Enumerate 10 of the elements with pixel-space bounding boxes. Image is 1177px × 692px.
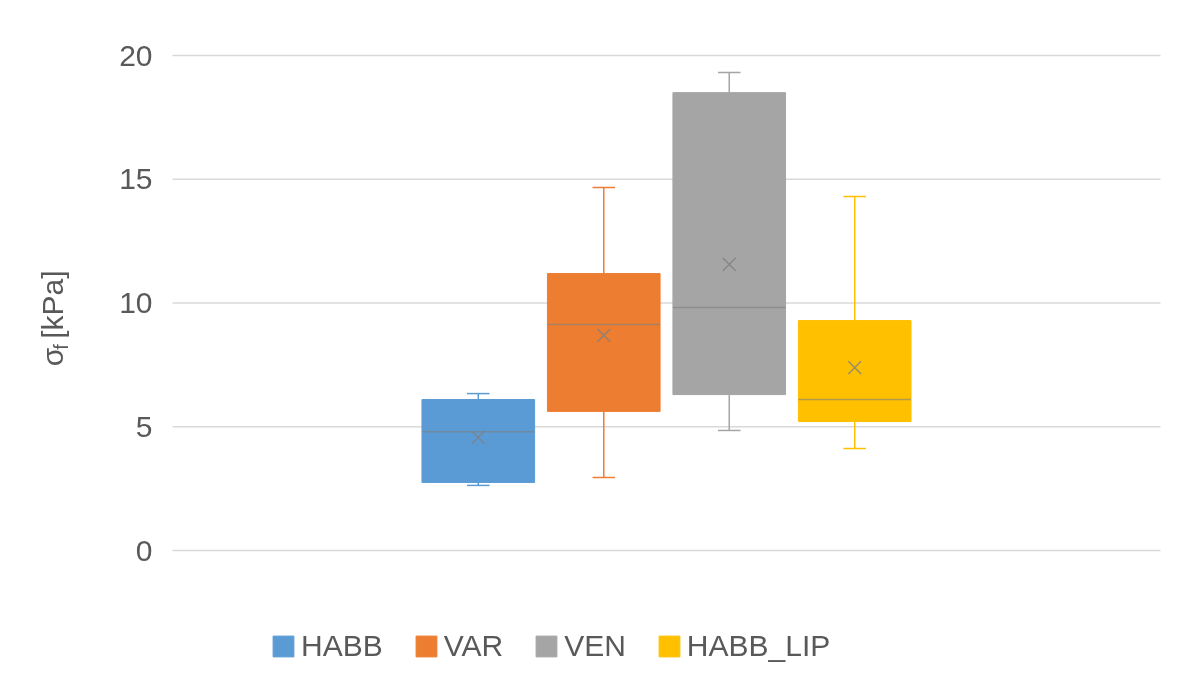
y-tick-label: 10 (119, 286, 153, 319)
legend-label: HABB_LIP (686, 629, 831, 663)
legend-label: HABB (301, 629, 383, 663)
y-axis-title: σf [kPa] (36, 270, 72, 367)
y-tick-label: 5 (135, 409, 153, 443)
y-tick-label: 20 (119, 38, 153, 72)
y-tick-label: 15 (119, 162, 153, 196)
legend-label: VEN (564, 629, 626, 663)
legend-label: VAR (443, 629, 504, 663)
y-tick-label: 0 (135, 533, 153, 567)
